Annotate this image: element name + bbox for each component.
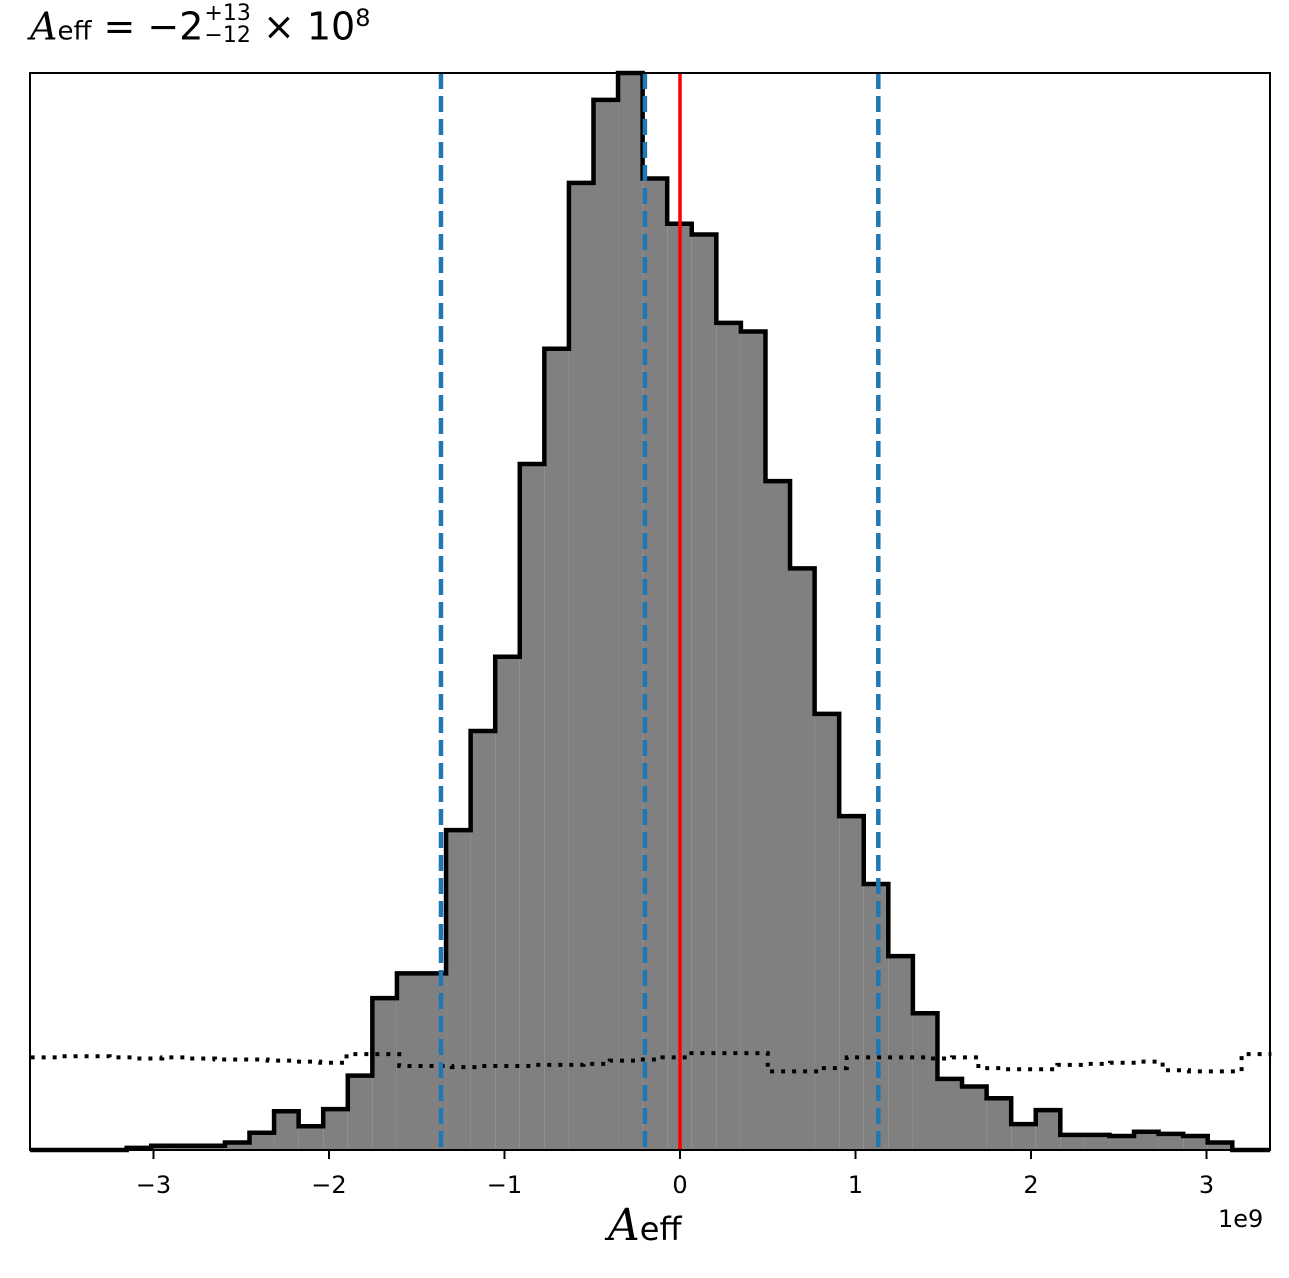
- x-axis-subscript: eff: [639, 1210, 682, 1248]
- histogram-bar: [1109, 1135, 1135, 1150]
- histogram-bar: [765, 481, 791, 1151]
- x-ticks: −3 −2 −1 0 1 2 3: [136, 1150, 1214, 1199]
- histogram-bar: [224, 1142, 250, 1150]
- histogram-bar: [568, 182, 594, 1150]
- histogram-bar: [1011, 1124, 1036, 1150]
- title-errors: +13 −12: [204, 3, 250, 47]
- histogram-bar: [1060, 1134, 1085, 1150]
- histogram-bar: [347, 1075, 373, 1150]
- histogram-bar: [446, 830, 471, 1150]
- histogram-bar: [618, 73, 643, 1150]
- x-axis-offset-label: 1e9: [1218, 1205, 1264, 1233]
- x-tick-label: −1: [487, 1171, 522, 1199]
- histogram-bar: [519, 463, 545, 1150]
- prior-curve: [30, 1051, 1272, 1074]
- histogram-bar: [470, 731, 496, 1150]
- histogram-bar: [1084, 1134, 1110, 1150]
- histogram-bar: [863, 883, 889, 1150]
- histogram-bar: [740, 331, 766, 1151]
- histogram-bar: [691, 234, 717, 1151]
- title-equals: = −2: [103, 4, 204, 49]
- histogram-bar: [593, 99, 619, 1150]
- chart-title: Aeff = −2 +13 −12 × 108: [30, 3, 371, 51]
- histogram-bar: [544, 348, 569, 1150]
- histogram-bar: [912, 1013, 938, 1150]
- plot-frame: [29, 72, 1271, 1151]
- histogram-outline: [30, 70, 1270, 1153]
- x-tick-label: 0: [672, 1171, 687, 1199]
- histogram-bar: [249, 1132, 275, 1150]
- histogram-bar: [1134, 1131, 1159, 1150]
- x-tick-label: −2: [311, 1171, 346, 1199]
- histogram-bars: [126, 73, 1233, 1151]
- histogram-bar: [372, 998, 397, 1150]
- title-times: × 10: [262, 4, 356, 49]
- histogram-bar: [396, 973, 422, 1150]
- histogram-bar: [814, 713, 840, 1150]
- histogram-bar: [274, 1111, 299, 1150]
- histogram-bar: [1158, 1133, 1184, 1150]
- title-lower-error: −12: [204, 23, 251, 49]
- histogram-bar: [1207, 1142, 1233, 1150]
- vertical-lines: [438, 73, 881, 1150]
- title-symbol: A: [30, 4, 58, 49]
- title-subscript: eff: [57, 16, 92, 47]
- histogram-bar: [1035, 1110, 1061, 1150]
- x-axis-symbol: A: [608, 1200, 640, 1251]
- histogram-bar: [962, 1086, 987, 1150]
- x-axis-label: Aeff: [608, 1200, 682, 1251]
- histogram-bar: [495, 656, 520, 1150]
- histogram-bar: [986, 1098, 1012, 1150]
- histogram-bar: [323, 1109, 348, 1150]
- x-tick-label: 3: [1199, 1171, 1214, 1199]
- title-exponent: 8: [355, 4, 371, 32]
- histogram-bar: [937, 1078, 963, 1150]
- histogram-bar: [888, 956, 913, 1150]
- x-tick-label: 2: [1023, 1171, 1038, 1199]
- prior-line: [30, 1051, 1272, 1074]
- title-upper-error: +13: [204, 1, 251, 27]
- histogram-bar: [1183, 1135, 1208, 1150]
- histogram-bar: [839, 816, 864, 1150]
- histogram-bar: [298, 1126, 324, 1150]
- x-tick-label: 1: [848, 1171, 863, 1199]
- histogram-bar: [790, 568, 815, 1150]
- x-tick-label: −3: [136, 1171, 171, 1199]
- histogram-bar: [716, 322, 741, 1150]
